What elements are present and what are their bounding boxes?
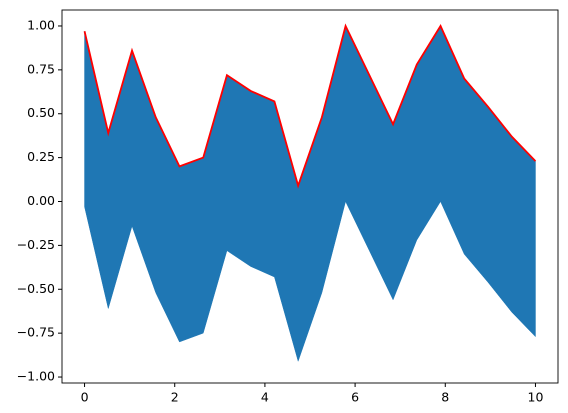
- y-tick-label: −0.50: [17, 281, 55, 296]
- x-tick-label: 8: [441, 390, 449, 405]
- fill-area: [84, 25, 536, 363]
- x-tick-label: 0: [81, 390, 89, 405]
- y-tick-label: −1.00: [17, 369, 55, 384]
- upper-line: [83, 23, 537, 189]
- x-tick-label: 10: [528, 390, 544, 405]
- y-tick-label: 0.75: [27, 61, 55, 76]
- x-tick-label: 4: [261, 390, 269, 405]
- y-tick-label: 1.00: [27, 17, 55, 32]
- x-tick-label: 6: [351, 390, 359, 405]
- y-tick-label: 0.00: [27, 193, 55, 208]
- plot-frame: [61, 9, 559, 384]
- y-tick-label: 0.50: [27, 105, 55, 120]
- x-tick-label: 2: [171, 390, 179, 405]
- y-tick-label: −0.25: [17, 237, 55, 252]
- y-tick-label: 0.25: [27, 149, 55, 164]
- y-tick-label: −0.75: [17, 325, 55, 340]
